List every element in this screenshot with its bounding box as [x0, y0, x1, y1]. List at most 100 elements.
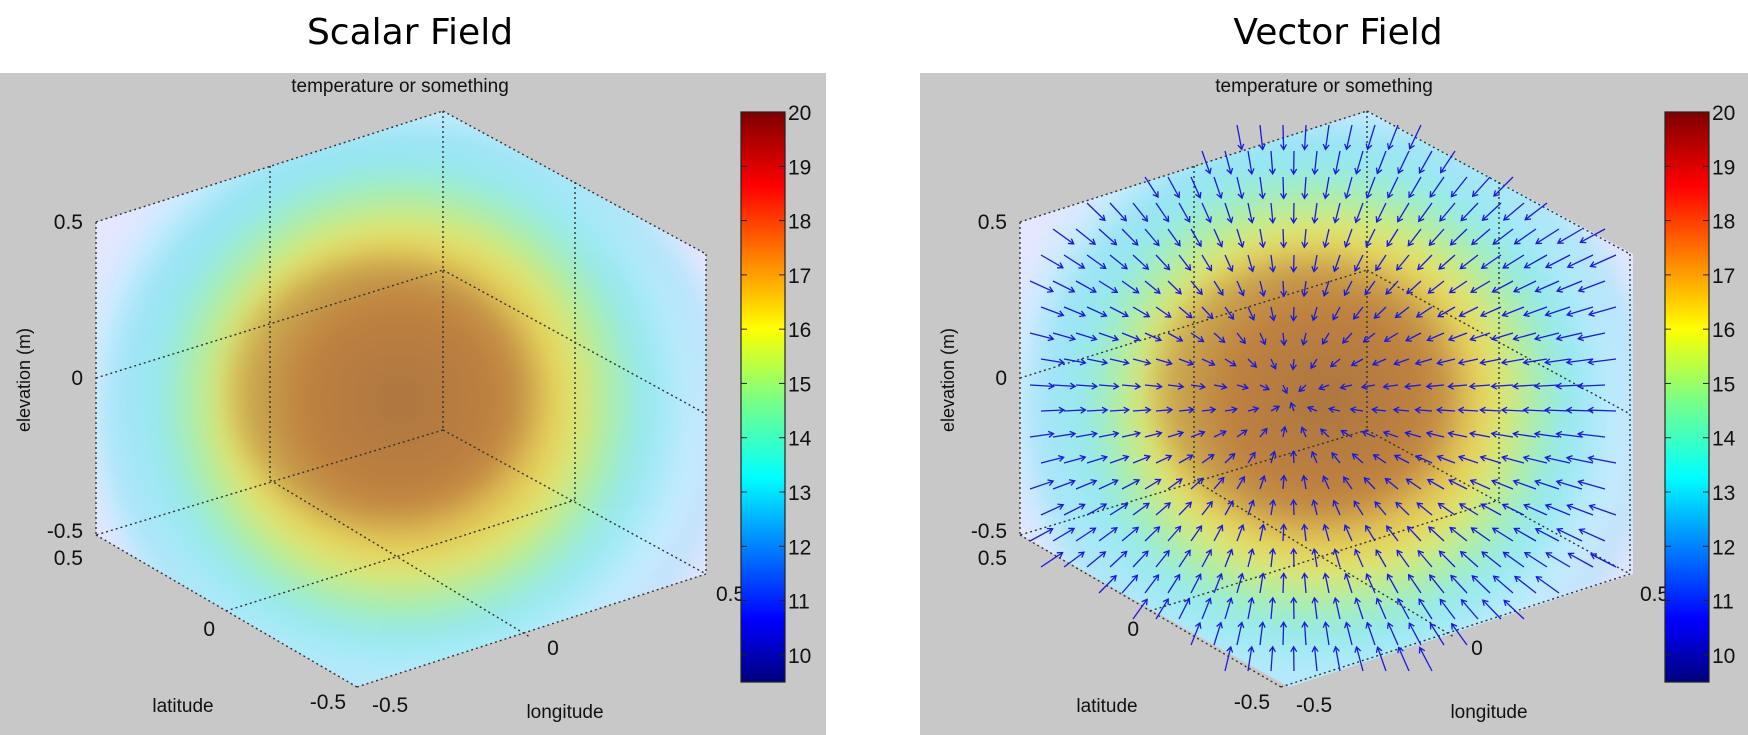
- vector-arrowhead: [1555, 430, 1563, 438]
- vector-arrowhead: [1280, 425, 1288, 433]
- vector-arrowhead: [1176, 335, 1184, 342]
- colorbar-tick-label: 18: [788, 211, 811, 234]
- vector-arrow: [1236, 280, 1245, 296]
- vector-arrowhead: [1535, 576, 1543, 583]
- vector-arrowhead: [1427, 287, 1435, 294]
- vector-arrow: [1167, 228, 1181, 247]
- vector-arrow: [1224, 646, 1232, 672]
- vector-arrowhead: [1392, 406, 1400, 414]
- vector-arrow: [1155, 409, 1173, 412]
- vector-arrowhead: [1110, 574, 1117, 582]
- vector-arrow: [1303, 176, 1307, 199]
- vector-arrow: [1429, 623, 1445, 646]
- vector-arrow: [1292, 306, 1295, 321]
- vector-arrowhead: [1269, 498, 1277, 506]
- vector-arrow: [1121, 432, 1141, 438]
- vector-arrowhead: [1555, 286, 1563, 293]
- vector-arrow: [1109, 202, 1127, 222]
- vector-arrowhead: [1089, 286, 1097, 293]
- vector-arrow: [1470, 479, 1491, 490]
- vector-arrowhead: [1479, 454, 1487, 462]
- vector-arrowhead: [1436, 358, 1444, 366]
- vector-arrow: [1353, 500, 1364, 516]
- vector-arrow: [1040, 456, 1064, 464]
- vector-arrowhead: [1534, 527, 1542, 535]
- vector-arrowhead: [1301, 572, 1309, 579]
- vector-arrowhead: [1311, 217, 1319, 224]
- vector-arrow: [1075, 527, 1096, 542]
- vector-arrowhead: [1227, 500, 1234, 507]
- vector-arrow: [1383, 431, 1399, 438]
- vector-arrow: [1303, 124, 1307, 150]
- vector-arrow: [1063, 254, 1085, 269]
- vector-arrowhead: [1555, 334, 1563, 342]
- vector-arrow: [1247, 254, 1254, 272]
- vector-arrow: [1566, 456, 1594, 464]
- vector-arrow: [1259, 280, 1265, 297]
- vector-arrowhead: [1426, 478, 1434, 486]
- vector-arrowhead: [1183, 597, 1191, 605]
- colorbar: [1664, 111, 1710, 683]
- vector-arrow: [1201, 408, 1216, 412]
- vector-arrowhead: [1407, 239, 1414, 247]
- vector-arrow: [1459, 306, 1479, 317]
- vector-arrowhead: [1311, 645, 1319, 653]
- vector-arrow: [1345, 573, 1353, 594]
- vector-arrowhead: [1360, 382, 1368, 390]
- vector-arrow: [1224, 150, 1232, 174]
- vector-arrow: [1386, 228, 1399, 247]
- vector-arrow: [1121, 332, 1140, 341]
- vector-arrowhead: [1502, 551, 1510, 558]
- vector-arrowhead: [1069, 334, 1077, 342]
- vector-arrow: [1502, 456, 1525, 464]
- vector-arrowhead: [1470, 286, 1477, 293]
- vector-arrow: [1458, 409, 1479, 412]
- vector-arrowhead: [1397, 215, 1404, 223]
- vector-arrowhead: [1177, 382, 1185, 390]
- vector-arrowhead: [1354, 597, 1361, 605]
- vector-arrowhead: [1490, 430, 1498, 438]
- vector-arrowhead: [1469, 334, 1477, 342]
- vector-arrowhead: [1565, 406, 1573, 414]
- vector-arrow: [1155, 502, 1171, 516]
- vector-arrowhead: [1111, 527, 1118, 534]
- vector-arrow: [1341, 430, 1353, 438]
- vector-arrowhead: [1209, 406, 1217, 414]
- vector-arrowhead: [1490, 334, 1498, 342]
- vector-arrow: [1394, 454, 1410, 464]
- vector-arrow: [1407, 228, 1422, 247]
- vector-arrowhead: [1375, 548, 1382, 556]
- vector-arrowhead: [1425, 382, 1433, 390]
- vector-arrow: [1323, 524, 1330, 542]
- z-tick-label: 0: [71, 367, 83, 390]
- vector-arrowhead: [1247, 596, 1255, 604]
- vector-arrowhead: [1258, 621, 1266, 628]
- vector-arrowhead: [1500, 406, 1508, 414]
- vector-arrowhead: [1259, 338, 1267, 346]
- vector-arrowhead: [1418, 215, 1425, 223]
- vector-arrowhead: [1361, 430, 1369, 437]
- vector-arrowhead: [1522, 454, 1530, 462]
- hot-core: [230, 260, 530, 520]
- vector-arrow: [1201, 501, 1213, 516]
- vector-arrow: [1190, 622, 1201, 646]
- vector-arrow: [1439, 202, 1456, 222]
- vector-arrow: [1588, 306, 1617, 316]
- vector-arrowhead: [1279, 144, 1288, 151]
- vector-arrow: [1426, 432, 1445, 438]
- x-tick-label: 0: [1471, 637, 1483, 660]
- vector-arrow: [1386, 525, 1399, 542]
- vector-arrow: [1332, 306, 1341, 320]
- vector-arrow: [1387, 574, 1399, 594]
- vector-arrowhead: [1363, 476, 1371, 484]
- vector-arrow: [1418, 150, 1433, 174]
- vector-arrow: [1132, 254, 1149, 270]
- vector-arrowhead: [1195, 240, 1202, 248]
- vector-arrow: [1282, 280, 1285, 297]
- vector-field-plot: temperature or something 0.5 0 -0.5 elevatio…: [938, 76, 1736, 723]
- vector-arrowhead: [1205, 597, 1212, 605]
- vector-arrow: [1247, 306, 1255, 321]
- vector-arrowhead: [1382, 430, 1390, 438]
- vector-arrow: [1355, 202, 1364, 223]
- vector-arrow: [1063, 409, 1086, 412]
